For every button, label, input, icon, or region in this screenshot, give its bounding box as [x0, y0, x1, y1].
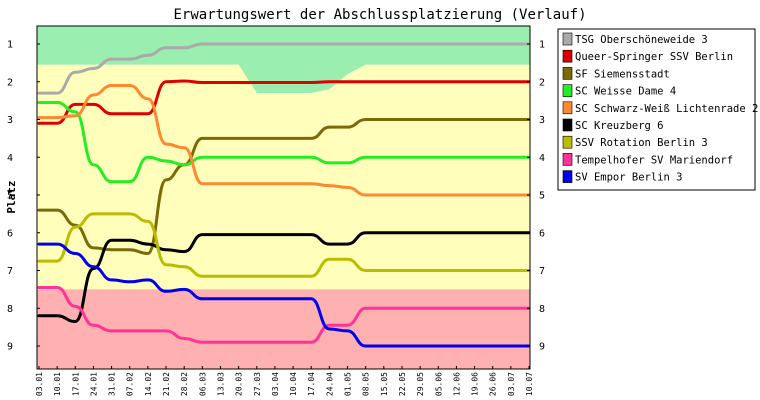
legend-label: SC Kreuzberg 6	[575, 120, 664, 132]
series-line-4	[37, 101, 531, 184]
y-tick-label-right: 7	[539, 266, 545, 277]
legend-swatch	[562, 118, 573, 132]
y-tick-label-right: 6	[539, 228, 545, 239]
x-tick-label: 03.01	[35, 372, 44, 396]
legend-box	[557, 28, 756, 191]
legend-label: Queer-Springer SSV Berlin	[575, 51, 733, 63]
legend-label: SC Weisse Dame 4	[575, 86, 676, 98]
x-tick-label: 10.04	[289, 372, 298, 396]
x-tick-label: 28.02	[180, 372, 189, 396]
legend-swatch	[562, 49, 573, 63]
series-line-8	[37, 286, 531, 344]
y-tick-label-left: 3	[7, 115, 13, 126]
series-line-5	[37, 84, 531, 197]
legend-swatch	[562, 135, 573, 149]
x-tick-label: 17.04	[307, 372, 316, 396]
legend-label: TSG Oberschöneweide 3	[575, 34, 708, 46]
y-tick-label-left: 7	[7, 266, 13, 277]
x-tick-label: 07.02	[126, 372, 135, 396]
series-layer	[37, 42, 531, 348]
zones-layer	[37, 26, 530, 369]
y-tick-label-right: 5	[539, 191, 545, 202]
legend-swatch	[562, 170, 573, 183]
x-tick-label: 17.01	[71, 372, 80, 396]
legend-swatch	[562, 153, 573, 166]
y-tick-label-left: 5	[7, 191, 13, 202]
legend-label: SC Schwarz-Weiß Lichtenrade 2	[575, 103, 758, 115]
x-tick-label: 03.07	[507, 372, 516, 396]
x-tick-label: 20.03	[235, 372, 244, 396]
x-tick-label: 03.04	[271, 372, 280, 396]
series-line-9	[37, 242, 531, 348]
x-tick-label: 01.05	[344, 372, 353, 396]
series-line-2	[37, 79, 531, 125]
y-tick-label-left: 4	[7, 153, 13, 164]
legend: TSG Oberschöneweide 3 Queer-Springer SSV …	[557, 28, 758, 191]
zone-stay	[37, 64, 530, 290]
x-tick-label: 05.06	[434, 372, 443, 396]
legend-swatch	[562, 32, 573, 46]
y-axis-label: Platz	[5, 180, 18, 213]
legend-label: Tempelhofer SV Mariendorf	[575, 154, 733, 166]
y-tick-label-left: 1	[7, 40, 13, 51]
y-tick-label-right: 9	[539, 342, 545, 353]
y-tick-label-right: 1	[539, 40, 545, 51]
legend-label: SSV Rotation Berlin 3	[575, 137, 708, 149]
x-tick-label: 24.04	[325, 372, 334, 396]
series-line-1	[37, 42, 531, 95]
x-tick-label: 27.03	[253, 372, 262, 396]
x-tick-label: 24.01	[89, 372, 98, 396]
series-line-6	[37, 231, 531, 323]
legend-label: SF Siemensstadt	[575, 68, 670, 80]
series-line-3	[37, 118, 531, 255]
x-tick-label: 15.05	[380, 372, 389, 396]
chart-title: Erwartungswert der Abschlussplatzierung …	[173, 7, 586, 23]
x-ticks-layer: 03.01 10.01 17.01 24.01 31.01 07.02 14.02 21.02…	[35, 366, 534, 396]
x-tick-label: 26.06	[489, 372, 498, 396]
legend-swatch	[562, 67, 573, 80]
y-tick-label-left: 6	[7, 228, 13, 239]
y-tick-label-left: 8	[7, 304, 13, 315]
x-tick-label: 06.03	[198, 372, 207, 396]
x-tick-label: 29.05	[416, 372, 425, 396]
y-tick-label-right: 8	[539, 304, 545, 315]
zone-relegation	[37, 289, 530, 369]
x-tick-label: 19.06	[471, 372, 480, 396]
y-tick-label-right: 4	[539, 153, 545, 164]
y-tick-label-right: 3	[539, 115, 545, 126]
x-tick-label: 08.05	[362, 372, 371, 396]
y-ticks-layer: 1 1 2 2 3 3 4 4 5 5 6 6 7 7 8 8 9 9	[7, 40, 545, 353]
x-tick-label: 22.05	[398, 372, 407, 396]
plot-frame	[36, 25, 531, 370]
legend-label: SV Empor Berlin 3	[575, 172, 682, 184]
x-tick-label: 14.02	[144, 372, 153, 396]
x-tick-label: 13.03	[217, 372, 226, 396]
legend-swatch	[562, 84, 573, 97]
x-tick-label: 21.02	[162, 372, 171, 396]
x-tick-label: 31.01	[108, 372, 117, 396]
y-tick-label-right: 2	[539, 77, 545, 88]
y-tick-label-left: 9	[7, 342, 13, 353]
legend-swatch	[562, 101, 573, 115]
series-line-7	[37, 212, 531, 278]
y-tick-label-left: 2	[7, 77, 13, 88]
x-tick-label: 10.07	[525, 372, 534, 396]
x-tick-label: 12.06	[452, 372, 461, 396]
x-tick-label: 10.01	[53, 372, 62, 396]
